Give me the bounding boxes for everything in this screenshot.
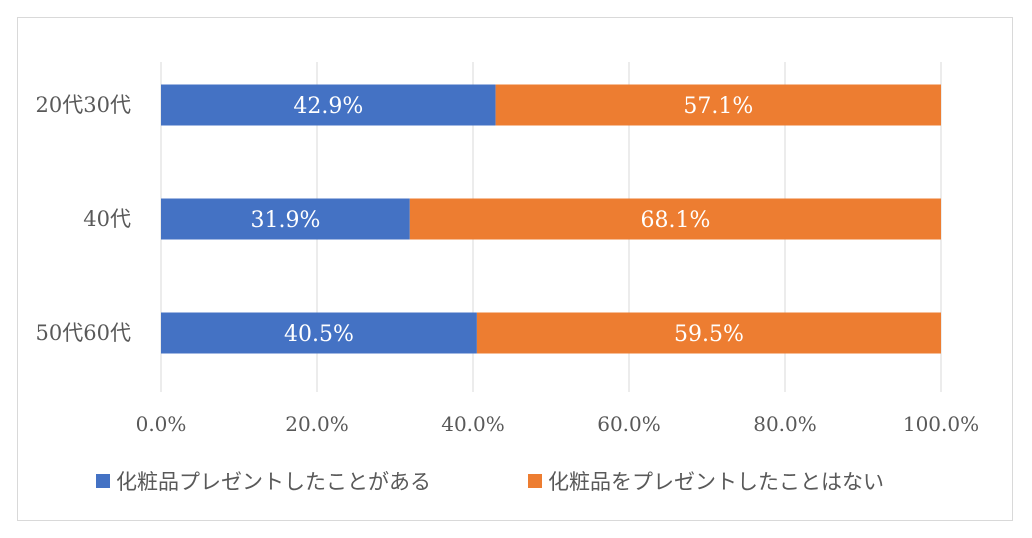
x-tick-label-4: 80.0% (753, 412, 817, 436)
y-category-label-2: 50代60代 (36, 321, 131, 345)
legend-label-2: 化粧品をプレゼントしたことはない (548, 470, 884, 494)
data-label-2-2: 59.5% (674, 322, 744, 347)
y-category-label-0: 20代30代 (36, 93, 131, 117)
x-tick-label-3: 60.0% (597, 412, 661, 436)
y-category-label-1: 40代 (83, 207, 131, 231)
legend-item-2: 化粧品をプレゼントしたことはない (528, 466, 884, 496)
bar-1-1 (161, 198, 410, 240)
x-tick-label-2: 40.0% (441, 412, 505, 436)
x-tick-label-5: 100.0% (903, 412, 979, 436)
data-label-2-0: 57.1% (683, 94, 753, 119)
data-label-1-2: 40.5% (284, 322, 354, 347)
bar-2-0 (495, 84, 941, 126)
bar-2-2 (476, 312, 941, 354)
bar-1-0 (161, 84, 496, 126)
legend-swatch-2 (528, 474, 542, 488)
data-label-2-1: 68.1% (640, 208, 710, 233)
x-tick-label-0: 0.0% (136, 412, 187, 436)
bar-1-2 (161, 312, 477, 354)
bar-2-1 (409, 198, 941, 240)
legend-label-1: 化粧品プレゼントしたことがある (116, 470, 431, 494)
legend-item-1: 化粧品プレゼントしたことがある (96, 466, 431, 496)
data-label-1-0: 42.9% (293, 94, 363, 119)
x-tick-label-1: 20.0% (285, 412, 349, 436)
data-label-1-1: 31.9% (250, 208, 320, 233)
legend-swatch-1 (96, 474, 110, 488)
